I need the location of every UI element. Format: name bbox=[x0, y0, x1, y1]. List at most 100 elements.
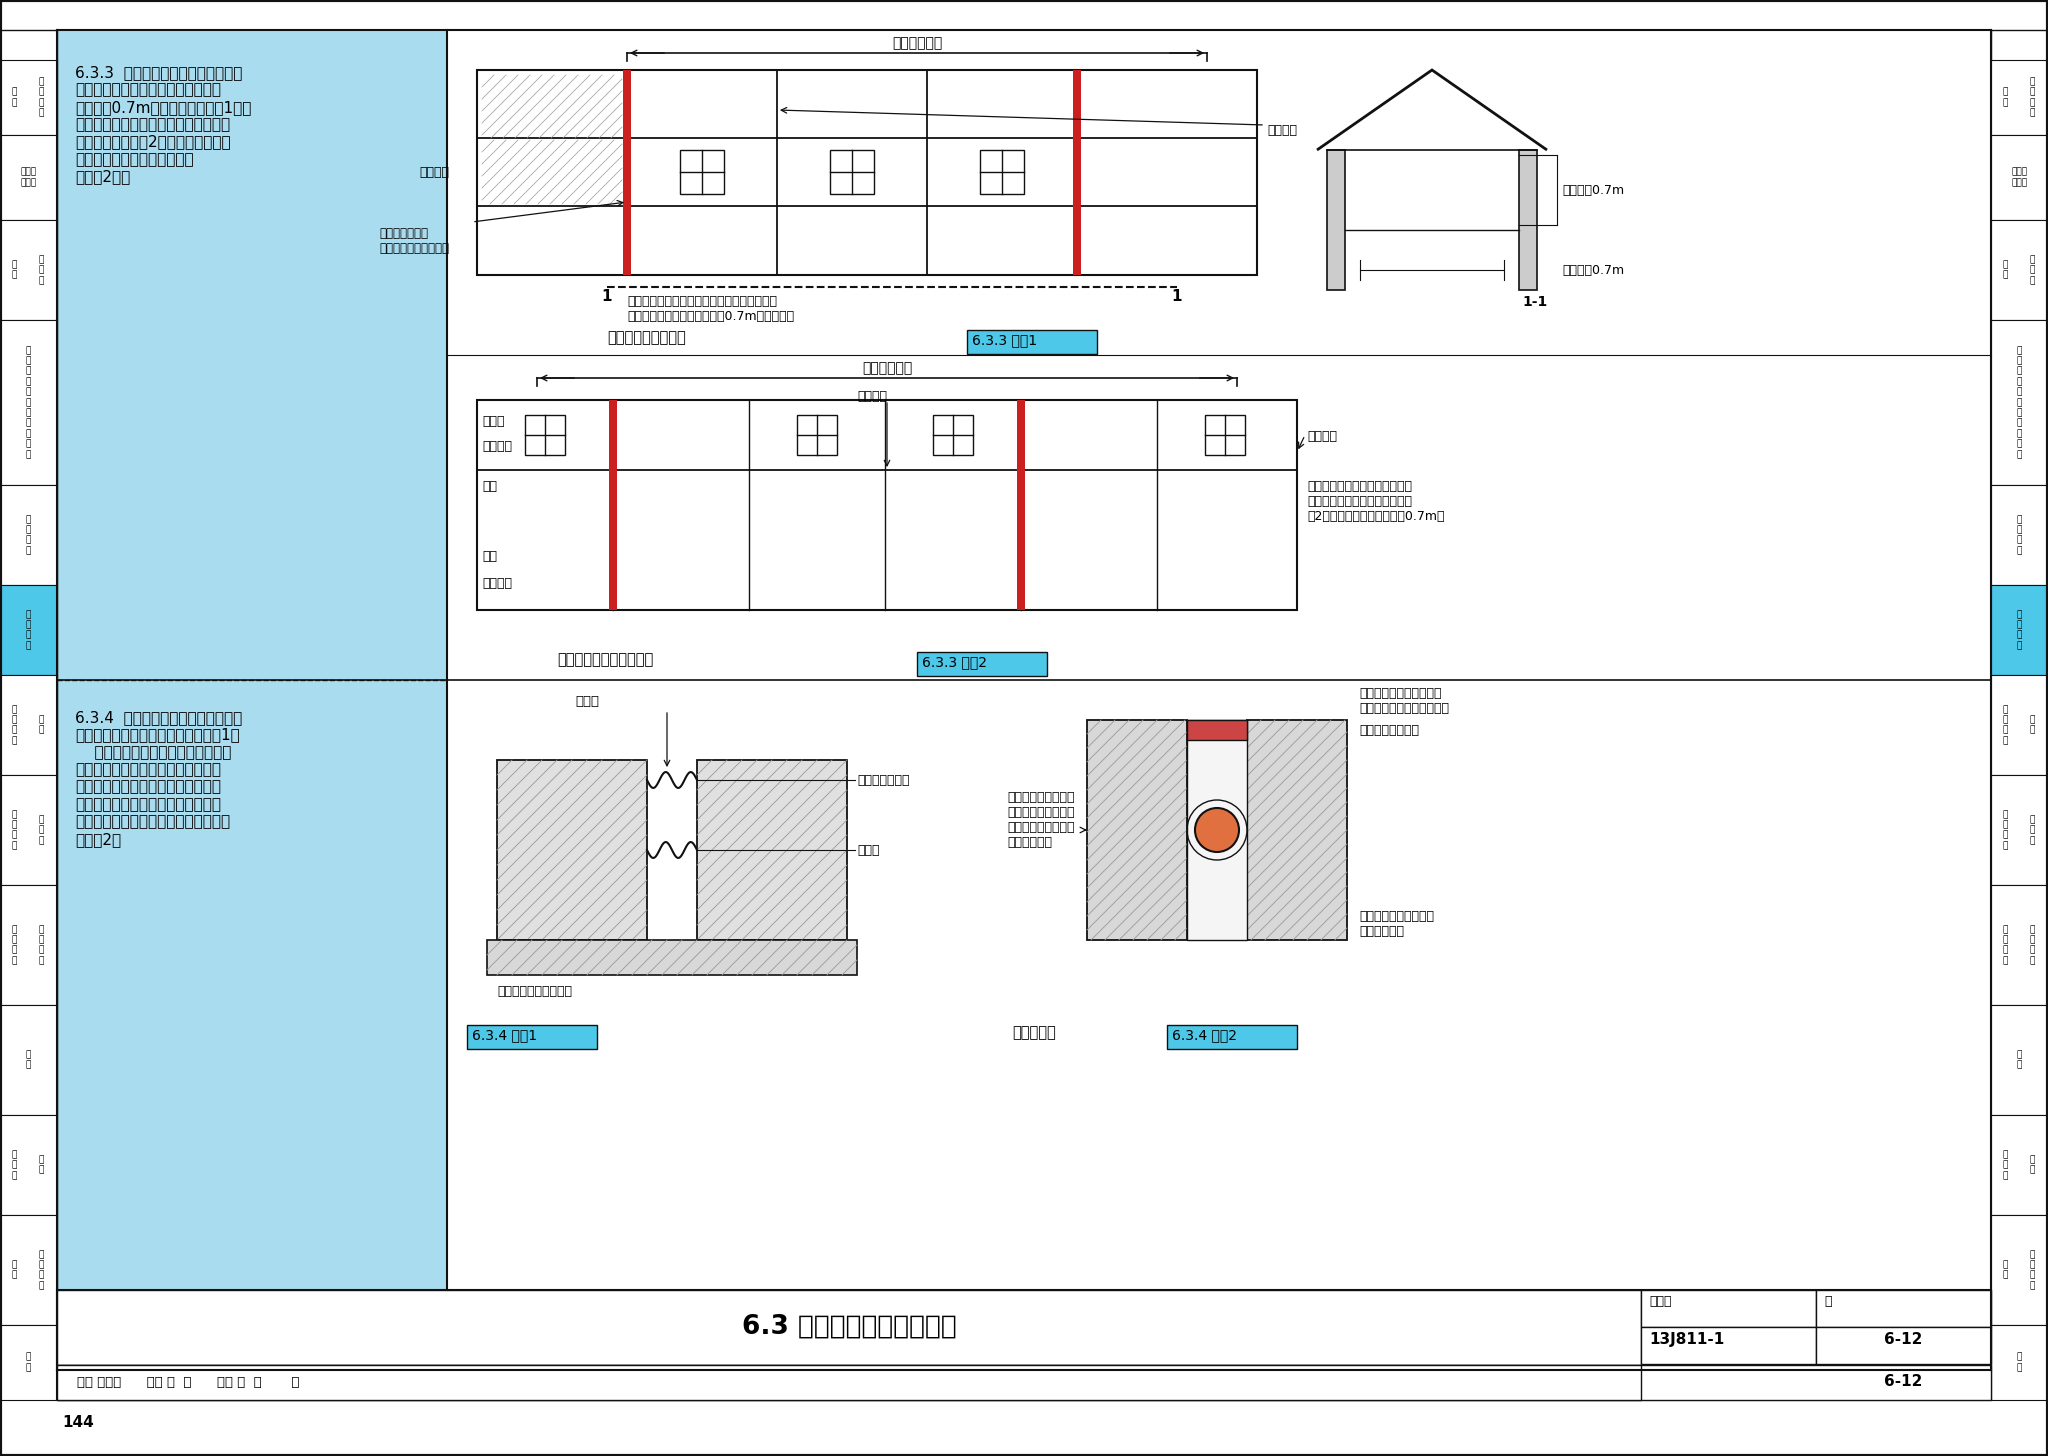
Text: 消
防
设
施: 消 防 设 施 bbox=[12, 810, 16, 850]
Bar bbox=[967, 331, 1098, 354]
Bar bbox=[1073, 70, 1081, 275]
Bar bbox=[1991, 885, 2048, 1005]
Text: 灾
火
救
援: 灾 火 救 援 bbox=[2003, 705, 2007, 745]
Text: 1-1: 1-1 bbox=[1522, 296, 1546, 309]
Bar bbox=[0, 885, 57, 1005]
Text: 和
仓
库: 和 仓 库 bbox=[2030, 255, 2036, 285]
Bar bbox=[477, 400, 1296, 610]
Text: 民
用
建
筑: 民 用 建 筑 bbox=[2017, 515, 2021, 555]
Bar bbox=[696, 760, 848, 941]
Text: 总术符
则语号: 总术符 则语号 bbox=[20, 167, 37, 188]
Bar bbox=[477, 70, 1257, 275]
Bar bbox=[524, 415, 565, 454]
Text: 交
通
隧
道: 交 通 隧 道 bbox=[39, 1249, 43, 1290]
Bar bbox=[797, 415, 838, 454]
Text: 6-12: 6-12 bbox=[1884, 1332, 1923, 1347]
Bar bbox=[1991, 31, 2048, 1370]
Bar bbox=[1991, 1005, 2048, 1115]
Text: 的
设
置: 的 设 置 bbox=[39, 815, 43, 844]
Bar bbox=[1247, 721, 1348, 941]
Bar bbox=[0, 220, 57, 320]
Text: 防火隔断范围: 防火隔断范围 bbox=[862, 361, 911, 376]
Bar bbox=[608, 400, 616, 610]
Text: 变形缝内的填充材料应
采用不燃材料: 变形缝内的填充材料应 采用不燃材料 bbox=[1360, 910, 1434, 938]
Text: 屋架: 屋架 bbox=[481, 550, 498, 563]
Bar bbox=[1018, 400, 1024, 610]
Text: 基缝板应采用不燃材料: 基缝板应采用不燃材料 bbox=[498, 986, 571, 997]
Bar bbox=[1817, 1290, 1991, 1326]
Text: 走廊隔墙: 走廊隔墙 bbox=[856, 390, 887, 403]
Text: 不燃材料套管与墙体填实
（或采取其他防变形措施）: 不燃材料套管与墙体填实 （或采取其他防变形措施） bbox=[1360, 687, 1450, 715]
Text: 附
录: 附 录 bbox=[2017, 1353, 2021, 1372]
Bar bbox=[829, 150, 874, 194]
Bar bbox=[57, 1290, 1640, 1366]
Text: 目
录: 目 录 bbox=[12, 87, 16, 108]
Text: 和
空
调
节: 和 空 调 节 bbox=[2030, 925, 2036, 965]
Bar bbox=[57, 31, 446, 670]
Circle shape bbox=[1194, 808, 1239, 852]
Bar bbox=[0, 60, 57, 135]
Text: 剖面示意图: 剖面示意图 bbox=[1012, 1025, 1057, 1040]
Bar bbox=[0, 585, 57, 676]
Text: 公共建筑闽顶平面示意图: 公共建筑闽顶平面示意图 bbox=[557, 652, 653, 667]
Bar bbox=[1991, 60, 2048, 135]
Text: 建
筑
构
造: 建 筑 构 造 bbox=[2017, 610, 2021, 649]
Text: 房间隔墙: 房间隔墙 bbox=[1268, 124, 1296, 137]
Text: 6.3.4 图示1: 6.3.4 图示1 bbox=[471, 1028, 537, 1042]
Text: 内有可燃物的闽顶，应在每个防火隔断范围内
设置净宽度和净高度均不小于0.7m的闽顶入口: 内有可燃物的闽顶，应在每个防火隔断范围内 设置净宽度和净高度均不小于0.7m的闽… bbox=[627, 296, 795, 323]
Bar bbox=[57, 670, 446, 1370]
Text: 6.3.3  内有可燃物的闽顶，应在每个
防火隔断范围内设置净宽度和净高度
均不小于0.7m的闽顶入口【图示1】；
对于公共建筑，每个防火隔断范围内的
闽顶入口: 6.3.3 内有可燃物的闽顶，应在每个 防火隔断范围内设置净宽度和净高度 均不小… bbox=[76, 66, 252, 185]
Text: 变形缝: 变形缝 bbox=[575, 695, 598, 708]
Text: 交
通
隧
道: 交 通 隧 道 bbox=[2030, 1249, 2036, 1290]
Text: 建筑外墙: 建筑外墙 bbox=[481, 577, 512, 590]
Bar bbox=[680, 150, 725, 194]
Bar bbox=[0, 31, 57, 1370]
Bar bbox=[1991, 1325, 2048, 1401]
Text: 走廊: 走廊 bbox=[481, 480, 498, 494]
Text: 闽顶入口: 闽顶入口 bbox=[481, 440, 512, 453]
Text: 木
结
构: 木 结 构 bbox=[2003, 1150, 2007, 1179]
Text: 页: 页 bbox=[1825, 1294, 1831, 1307]
Bar bbox=[0, 676, 57, 775]
Bar bbox=[623, 70, 631, 275]
Bar bbox=[1991, 676, 2048, 775]
Text: 城
市: 城 市 bbox=[12, 1261, 16, 1280]
Bar bbox=[981, 150, 1024, 194]
Text: 厂
房: 厂 房 bbox=[12, 261, 16, 280]
Text: 审核 蔡昭昀      校对 林  菊      设计 曹  奕       页: 审核 蔡昭昀 校对 林 菊 设计 曹 奕 页 bbox=[78, 1376, 299, 1389]
Text: 6.3.3 图示1: 6.3.3 图示1 bbox=[973, 333, 1036, 347]
Text: 闽顶内有可燃物的公共建筑，每
个防火隔断范围内的闽顶入口宜
＞2个（净宽度和净高度均＞0.7m）: 闽顶内有可燃物的公共建筑，每 个防火隔断范围内的闽顶入口宜 ＞2个（净宽度和净高… bbox=[1307, 480, 1444, 523]
Text: 6-12: 6-12 bbox=[1884, 1374, 1923, 1389]
Text: 不燃材料阻火带: 不燃材料阻火带 bbox=[856, 773, 909, 786]
Text: 6.3.4  变形缝内的填充材料和变形缝
的构造基层应采用不燃材料。【图示1】
    电线、电缆、可燃气体和甲、乙、
丙类液体的管道不宜穿过建筑内的变
形缝，: 6.3.4 变形缝内的填充材料和变形缝 的构造基层应采用不燃材料。【图示1】 电… bbox=[76, 711, 242, 847]
Text: 建
筑: 建 筑 bbox=[39, 1155, 43, 1175]
Bar bbox=[1188, 721, 1247, 740]
Bar bbox=[1991, 320, 2048, 485]
Bar bbox=[57, 1290, 1991, 1401]
Text: 建筑外墙: 建筑外墙 bbox=[420, 166, 449, 179]
Text: 住宅顶层平面示意图: 住宅顶层平面示意图 bbox=[606, 331, 686, 345]
Bar bbox=[0, 1005, 57, 1115]
Text: 6.3.4 图示2: 6.3.4 图示2 bbox=[1171, 1028, 1237, 1042]
Bar bbox=[1991, 135, 2048, 220]
Bar bbox=[1167, 1025, 1296, 1048]
Text: 供
暖
通
风: 供 暖 通 风 bbox=[12, 925, 16, 965]
Text: 甲
乙
丙
液
体
气
体
储
罐
堆
场: 甲 乙 丙 液 体 气 体 储 罐 堆 场 bbox=[2017, 347, 2021, 459]
Bar bbox=[1204, 415, 1245, 454]
Text: 木
结
构: 木 结 构 bbox=[12, 1150, 16, 1179]
Text: 防火隔墙: 防火隔墙 bbox=[1307, 430, 1337, 443]
Text: 编
制
说
明: 编 制 说 明 bbox=[2030, 77, 2036, 118]
Text: 净宽度＞0.7m: 净宽度＞0.7m bbox=[1563, 264, 1624, 277]
Text: 目
录: 目 录 bbox=[2003, 87, 2007, 108]
Bar bbox=[498, 760, 647, 941]
Bar bbox=[487, 941, 856, 976]
Bar bbox=[1520, 150, 1536, 290]
Text: 设
施: 设 施 bbox=[2030, 715, 2036, 735]
Text: 6.3 屋顶、闽顶和建筑缝隙: 6.3 屋顶、闽顶和建筑缝隙 bbox=[741, 1313, 956, 1340]
Text: 附
录: 附 录 bbox=[27, 1353, 31, 1372]
Bar bbox=[1640, 1290, 1817, 1326]
Text: 和
空
调
节: 和 空 调 节 bbox=[39, 925, 43, 965]
Bar bbox=[0, 320, 57, 485]
Text: 净高度＞0.7m: 净高度＞0.7m bbox=[1563, 183, 1624, 197]
Text: 和
仓
库: 和 仓 库 bbox=[39, 255, 43, 285]
